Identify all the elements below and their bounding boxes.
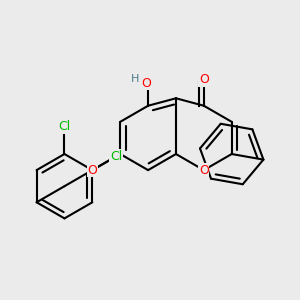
Text: O: O [199, 164, 209, 177]
Text: O: O [199, 73, 209, 86]
Text: O: O [141, 77, 151, 90]
Text: Cl: Cl [110, 150, 122, 163]
Text: O: O [87, 164, 97, 177]
Text: H: H [131, 74, 139, 84]
Text: Cl: Cl [58, 120, 70, 133]
